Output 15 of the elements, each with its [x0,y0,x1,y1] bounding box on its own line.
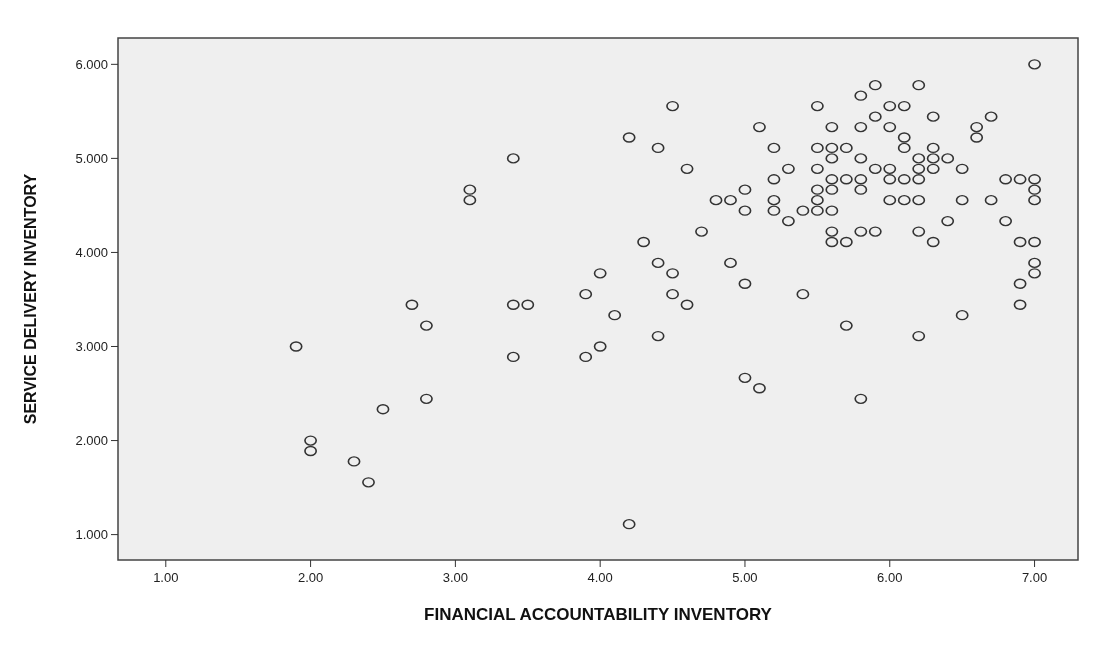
y-tick-label: 5.000 [75,150,108,166]
y-tick-label: 2.000 [75,433,108,449]
y-tick-label: 4.000 [75,244,108,260]
y-axis-title: SERVICE DELIVERY INVENTORY [22,173,39,425]
x-tick-label: 7.00 [1021,570,1048,585]
x-tick-label: 1.00 [153,570,179,585]
x-tick-label: 2.00 [297,570,324,585]
y-tick-label: 3.000 [75,339,108,354]
x-tick-label: 4.00 [587,570,613,585]
x-tick-label: 6.00 [877,570,903,585]
y-tick-label: 6.000 [75,56,108,72]
x-axis-title: FINANCIAL ACCOUNTABILITY INVENTORY [424,605,773,624]
y-tick-label: 1.000 [75,527,108,543]
x-tick-label: 5.00 [732,570,758,585]
x-tick-label: 3.00 [442,570,469,585]
